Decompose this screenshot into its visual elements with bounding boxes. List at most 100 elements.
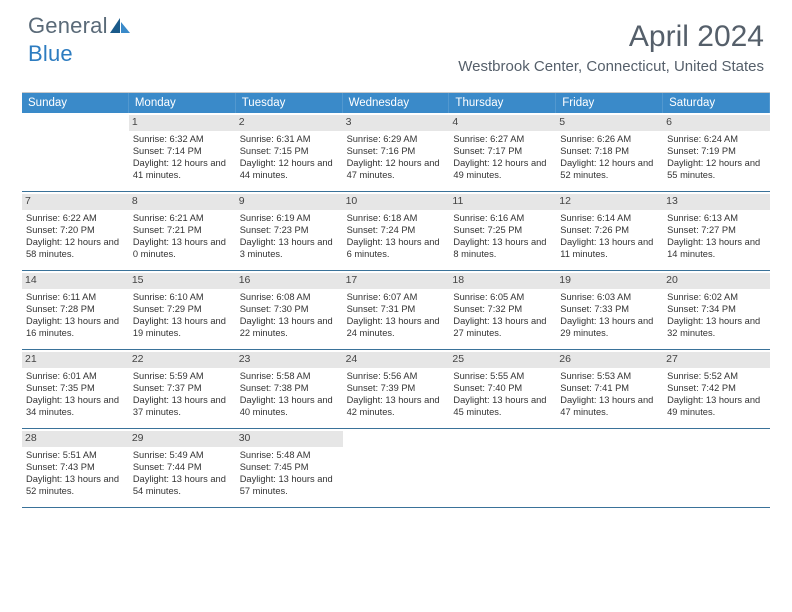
- day-number: 21: [22, 352, 129, 368]
- daylight-text: Daylight: 13 hours and 32 minutes.: [667, 315, 766, 339]
- sunset-text: Sunset: 7:33 PM: [560, 303, 659, 315]
- logo-text: General Blue: [28, 13, 131, 66]
- calendar-cell: 21 Sunrise: 6:01 AMSunset: 7:35 PMDayligh…: [22, 350, 129, 428]
- calendar-cell: 6Sunrise: 6:24 AMSunset: 7:19 PMDaylight…: [663, 113, 770, 191]
- day-header-cell: Monday: [129, 93, 236, 113]
- daylight-text: Daylight: 12 hours and 47 minutes.: [347, 157, 446, 181]
- sunrise-text: Sunrise: 6:22 AM: [26, 212, 125, 224]
- sunset-text: Sunset: 7:39 PM: [347, 382, 446, 394]
- calendar-cell: 27Sunrise: 5:52 AMSunset: 7:42 PMDayligh…: [663, 350, 770, 428]
- sunrise-text: Sunrise: 6:08 AM: [240, 291, 339, 303]
- day-number: 3: [343, 115, 450, 131]
- day-number: 22: [129, 352, 236, 368]
- daylight-text: Daylight: 13 hours and 34 minutes.: [26, 394, 125, 418]
- day-number: 25: [449, 352, 556, 368]
- sunrise-text: Sunrise: 6:10 AM: [133, 291, 232, 303]
- sunset-text: Sunset: 7:31 PM: [347, 303, 446, 315]
- logo-text-blue: Blue: [28, 41, 73, 66]
- sunrise-text: Sunrise: 6:29 AM: [347, 133, 446, 145]
- calendar-cell: 5Sunrise: 6:26 AMSunset: 7:18 PMDaylight…: [556, 113, 663, 191]
- daylight-text: Daylight: 13 hours and 27 minutes.: [453, 315, 552, 339]
- calendar-cell: 3 Sunrise: 6:29 AMSunset: 7:16 PMDaylight…: [343, 113, 450, 191]
- daylight-text: Daylight: 12 hours and 44 minutes.: [240, 157, 339, 181]
- daylight-text: Daylight: 13 hours and 42 minutes.: [347, 394, 446, 418]
- sunset-text: Sunset: 7:42 PM: [667, 382, 766, 394]
- calendar-cell: 17Sunrise: 6:07 AMSunset: 7:31 PMDayligh…: [343, 271, 450, 349]
- day-number: 28: [22, 431, 129, 447]
- daylight-text: Daylight: 12 hours and 49 minutes.: [453, 157, 552, 181]
- sunrise-text: Sunrise: 6:07 AM: [347, 291, 446, 303]
- sunrise-text: Sunrise: 5:55 AM: [453, 370, 552, 382]
- header: GeneralBlue April 2024 Westbrook Center,…: [0, 0, 792, 92]
- sunset-text: Sunset: 7:43 PM: [26, 461, 125, 473]
- calendar-cell: [343, 429, 450, 507]
- calendar-cell: [663, 429, 770, 507]
- sunrise-text: Sunrise: 5:59 AM: [133, 370, 232, 382]
- day-number: 8: [129, 194, 236, 210]
- calendar-cell: 16Sunrise: 6:08 AMSunset: 7:30 PMDayligh…: [236, 271, 343, 349]
- daylight-text: Daylight: 13 hours and 0 minutes.: [133, 236, 232, 260]
- calendar-cell: 25Sunrise: 5:55 AMSunset: 7:40 PMDayligh…: [449, 350, 556, 428]
- day-number: 14: [22, 273, 129, 289]
- day-number: 27: [663, 352, 770, 368]
- calendar-week: 14Sunrise: 6:11 AMSunset: 7:28 PMDayligh…: [22, 271, 770, 350]
- day-number: 20: [663, 273, 770, 289]
- calendar-cell: 20Sunrise: 6:02 AMSunset: 7:34 PMDayligh…: [663, 271, 770, 349]
- sunrise-text: Sunrise: 6:05 AM: [453, 291, 552, 303]
- sunset-text: Sunset: 7:16 PM: [347, 145, 446, 157]
- calendar-week: 1Sunrise: 6:32 AMSunset: 7:14 PMDaylight…: [22, 113, 770, 192]
- day-number: 29: [129, 431, 236, 447]
- daylight-text: Daylight: 13 hours and 45 minutes.: [453, 394, 552, 418]
- calendar-cell: 28Sunrise: 5:51 AMSunset: 7:43 PMDayligh…: [22, 429, 129, 507]
- day-header-cell: Wednesday: [343, 93, 450, 113]
- sunrise-text: Sunrise: 5:58 AM: [240, 370, 339, 382]
- calendar-week: 21Sunrise: 6:01 AMSunset: 7:35 PMDayligh…: [22, 350, 770, 429]
- day-header-cell: Tuesday: [236, 93, 343, 113]
- sunrise-text: Sunrise: 5:56 AM: [347, 370, 446, 382]
- sunrise-text: Sunrise: 6:01 AM: [26, 370, 125, 382]
- sunset-text: Sunset: 7:41 PM: [560, 382, 659, 394]
- sunrise-text: Sunrise: 6:19 AM: [240, 212, 339, 224]
- sunrise-text: Sunrise: 6:32 AM: [133, 133, 232, 145]
- sunrise-text: Sunrise: 6:11 AM: [26, 291, 125, 303]
- daylight-text: Daylight: 13 hours and 49 minutes.: [667, 394, 766, 418]
- day-number: 19: [556, 273, 663, 289]
- sunrise-text: Sunrise: 6:26 AM: [560, 133, 659, 145]
- sunset-text: Sunset: 7:15 PM: [240, 145, 339, 157]
- day-number: 18: [449, 273, 556, 289]
- daylight-text: Daylight: 12 hours and 58 minutes.: [26, 236, 125, 260]
- sunset-text: Sunset: 7:20 PM: [26, 224, 125, 236]
- day-number: 17: [343, 273, 450, 289]
- sunset-text: Sunset: 7:18 PM: [560, 145, 659, 157]
- logo-sail-icon: [109, 15, 131, 41]
- calendar-week: 7Sunrise: 6:22 AMSunset: 7:20 PMDaylight…: [22, 192, 770, 271]
- day-number: 26: [556, 352, 663, 368]
- calendar-cell: 12Sunrise: 6:14 AMSunset: 7:26 PMDayligh…: [556, 192, 663, 270]
- calendar-cell: [449, 429, 556, 507]
- sunrise-text: Sunrise: 6:18 AM: [347, 212, 446, 224]
- calendar-cell: 11Sunrise: 6:16 AMSunset: 7:25 PMDayligh…: [449, 192, 556, 270]
- calendar-cell: 4Sunrise: 6:27 AMSunset: 7:17 PMDaylight…: [449, 113, 556, 191]
- sunset-text: Sunset: 7:32 PM: [453, 303, 552, 315]
- sunrise-text: Sunrise: 5:49 AM: [133, 449, 232, 461]
- day-number: 6: [663, 115, 770, 131]
- calendar-cell: 13Sunrise: 6:13 AMSunset: 7:27 PMDayligh…: [663, 192, 770, 270]
- calendar-cell: 2Sunrise: 6:31 AMSunset: 7:15 PMDaylight…: [236, 113, 343, 191]
- sunset-text: Sunset: 7:24 PM: [347, 224, 446, 236]
- day-number: 15: [129, 273, 236, 289]
- sunset-text: Sunset: 7:27 PM: [667, 224, 766, 236]
- calendar-body: 1Sunrise: 6:32 AMSunset: 7:14 PMDaylight…: [22, 113, 770, 508]
- daylight-text: Daylight: 13 hours and 37 minutes.: [133, 394, 232, 418]
- sunrise-text: Sunrise: 6:03 AM: [560, 291, 659, 303]
- sunset-text: Sunset: 7:38 PM: [240, 382, 339, 394]
- daylight-text: Daylight: 13 hours and 8 minutes.: [453, 236, 552, 260]
- calendar-cell: 19Sunrise: 6:03 AMSunset: 7:33 PMDayligh…: [556, 271, 663, 349]
- sunset-text: Sunset: 7:35 PM: [26, 382, 125, 394]
- sunrise-text: Sunrise: 6:13 AM: [667, 212, 766, 224]
- day-number: 23: [236, 352, 343, 368]
- calendar-cell: 1Sunrise: 6:32 AMSunset: 7:14 PMDaylight…: [129, 113, 236, 191]
- sunset-text: Sunset: 7:30 PM: [240, 303, 339, 315]
- logo-text-gray: General: [28, 13, 108, 38]
- day-number: 11: [449, 194, 556, 210]
- page-title: April 2024: [629, 20, 764, 54]
